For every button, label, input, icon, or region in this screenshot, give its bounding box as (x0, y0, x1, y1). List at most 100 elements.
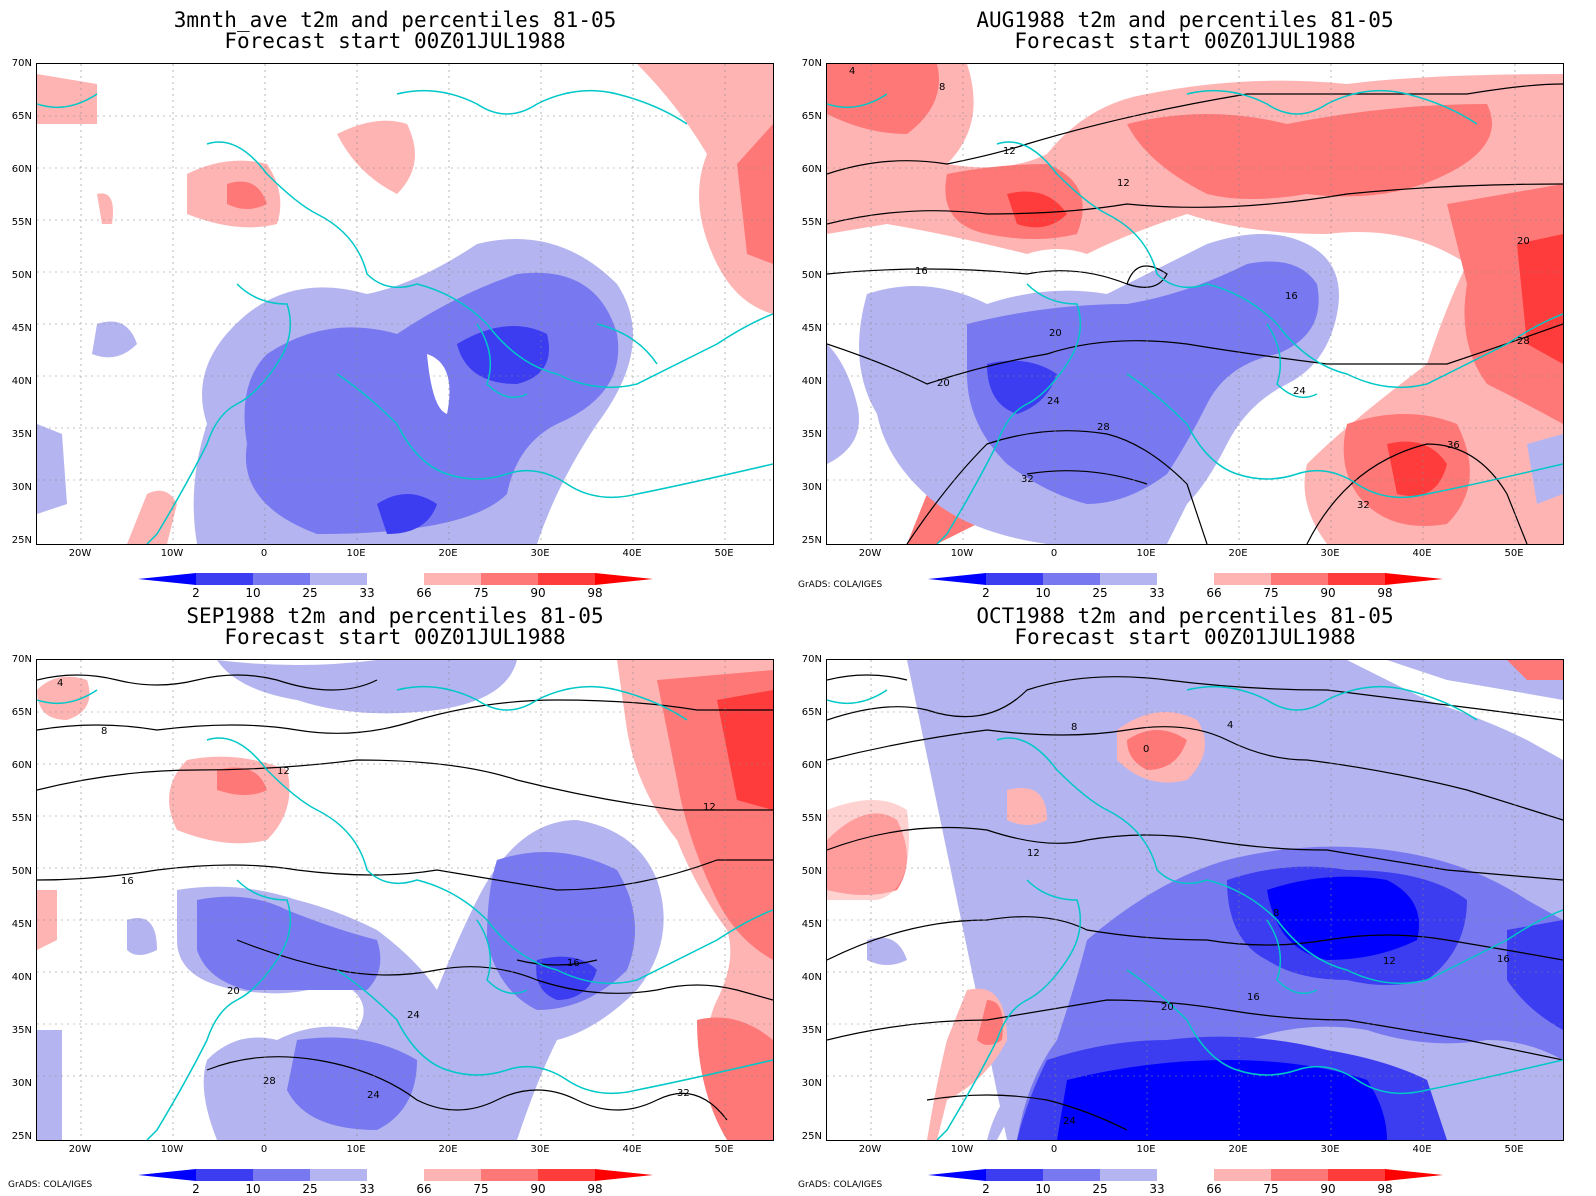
lon-label: 20E (438, 1144, 458, 1155)
percentile-fill-blue (867, 660, 1563, 1140)
contour-label: 16 (567, 958, 580, 969)
lat-label: 30N (11, 1078, 32, 1089)
legend-label: 33 (359, 1182, 375, 1196)
panel-subtitle: Forecast start 00Z01JUL1988 (224, 625, 566, 649)
map-area: 4 8 12 12 16 16 20 20 20 24 24 28 32 36 … (826, 63, 1564, 545)
lat-label: 70N (801, 58, 822, 69)
panel-oct1988: OCT1988 t2m and percentiles 81-05 Foreca… (790, 596, 1580, 1196)
percentile-fill-red (827, 64, 1563, 544)
lat-label: 55N (11, 217, 32, 228)
contour-label: 20 (1049, 328, 1062, 339)
lon-label: 10E (346, 548, 366, 559)
legend-label: 33 (1149, 586, 1165, 600)
lat-label: 45N (801, 919, 822, 930)
lon-label: 40E (622, 1144, 642, 1155)
lat-label: 65N (801, 111, 822, 122)
lon-label: 20E (1228, 548, 1248, 559)
map-area: 4 8 12 12 16 16 20 24 28 24 32 (36, 659, 774, 1141)
legend-label: 10 (1035, 586, 1051, 600)
lat-label: 50N (11, 270, 32, 281)
lon-label: 20W (858, 1144, 882, 1155)
lat-label: 25N (11, 1131, 32, 1142)
percentile-fill-red (37, 660, 773, 1140)
contour-label: 8 (939, 82, 945, 93)
lon-label: 0 (1050, 548, 1058, 559)
lon-label: 0 (260, 1144, 268, 1155)
legend-label: 98 (1377, 1182, 1393, 1196)
contour-label: 16 (1285, 291, 1298, 302)
map-canvas: 4 8 12 12 16 16 20 24 28 24 32 (37, 660, 773, 1140)
legend-label: 75 (1263, 586, 1279, 600)
legend-label: 10 (245, 586, 261, 600)
contour-label: 36 (1447, 440, 1460, 451)
color-legend (138, 573, 653, 585)
gridlines (827, 660, 1563, 1140)
lat-label: 25N (11, 535, 32, 546)
legend-label: 25 (1092, 586, 1108, 600)
legend-label: 66 (416, 586, 432, 600)
panel-subtitle: Forecast start 00Z01JUL1988 (1014, 625, 1356, 649)
lon-label: 10E (1136, 1144, 1156, 1155)
lon-label: 30E (1320, 548, 1340, 559)
contour-label: 8 (101, 726, 107, 737)
legend-label: 98 (1377, 586, 1393, 600)
lat-label: 55N (801, 217, 822, 228)
lon-label: 30E (1320, 1144, 1340, 1155)
lat-label: 35N (801, 429, 822, 440)
panel-title: OCT1988 t2m and percentiles 81-05 (976, 604, 1394, 628)
panel-3month: 3mnth_ave t2m and percentiles 81-05 Fore… (0, 0, 790, 600)
lon-label: 10W (950, 548, 974, 559)
lat-label: 65N (11, 707, 32, 718)
contour-label: 16 (121, 876, 134, 887)
contour-label: 12 (1383, 956, 1396, 967)
coastlines (37, 685, 773, 1140)
contour-labels: 4 8 12 12 16 16 20 24 28 24 32 (57, 678, 716, 1101)
lat-label: 50N (11, 866, 32, 877)
grads-credit: GrADS: COLA/IGES (8, 1180, 93, 1190)
lat-label: 50N (801, 270, 822, 281)
contour-label: 20 (937, 378, 950, 389)
lon-label: 40E (622, 548, 642, 559)
legend-label: 33 (1149, 1182, 1165, 1196)
lat-label: 60N (11, 164, 32, 175)
contour-label: 12 (1027, 848, 1040, 859)
legend-label: 90 (530, 1182, 546, 1196)
lon-label: 20E (1228, 1144, 1248, 1155)
contour-labels: 4 8 12 12 16 16 20 20 20 24 24 28 32 36 … (849, 66, 1530, 511)
contour-label: 32 (1021, 474, 1034, 485)
legend-label: 2 (192, 586, 200, 600)
lon-label: 0 (1050, 1144, 1058, 1155)
map-canvas: 0 4 8 12 16 20 24 8 12 16 (827, 660, 1563, 1140)
lat-label: 40N (11, 972, 32, 983)
contour-label: 20 (227, 986, 240, 997)
lat-label: 50N (801, 866, 822, 877)
legend-label: 2 (192, 1182, 200, 1196)
contours (37, 674, 773, 1121)
map-canvas (37, 64, 773, 544)
lat-label: 45N (801, 323, 822, 334)
contour-labels: 0 4 8 12 16 20 24 8 12 16 (1027, 720, 1510, 1127)
legend-label: 66 (1206, 1182, 1222, 1196)
lon-label: 0 (260, 548, 268, 559)
lat-label: 40N (11, 376, 32, 387)
lat-label: 35N (801, 1025, 822, 1036)
lon-label: 20W (68, 1144, 92, 1155)
contour-label: 28 (1097, 422, 1110, 433)
lat-label: 65N (801, 707, 822, 718)
contour-label: 0 (1143, 744, 1149, 755)
contour-label: 12 (277, 766, 290, 777)
lat-label: 60N (11, 760, 32, 771)
lat-label: 25N (801, 535, 822, 546)
percentile-fill-red (827, 660, 1563, 1140)
lon-label: 10W (160, 1144, 184, 1155)
gridlines (37, 660, 773, 1140)
lon-label: 50E (714, 548, 734, 559)
contour-label: 32 (677, 1088, 690, 1099)
legend-label: 75 (1263, 1182, 1279, 1196)
contour-label: 16 (1497, 954, 1510, 965)
lon-label: 50E (1504, 1144, 1524, 1155)
contour-label: 24 (407, 1010, 420, 1021)
legend-label: 10 (245, 1182, 261, 1196)
lat-label: 45N (11, 919, 32, 930)
panel-title: SEP1988 t2m and percentiles 81-05 (186, 604, 604, 628)
